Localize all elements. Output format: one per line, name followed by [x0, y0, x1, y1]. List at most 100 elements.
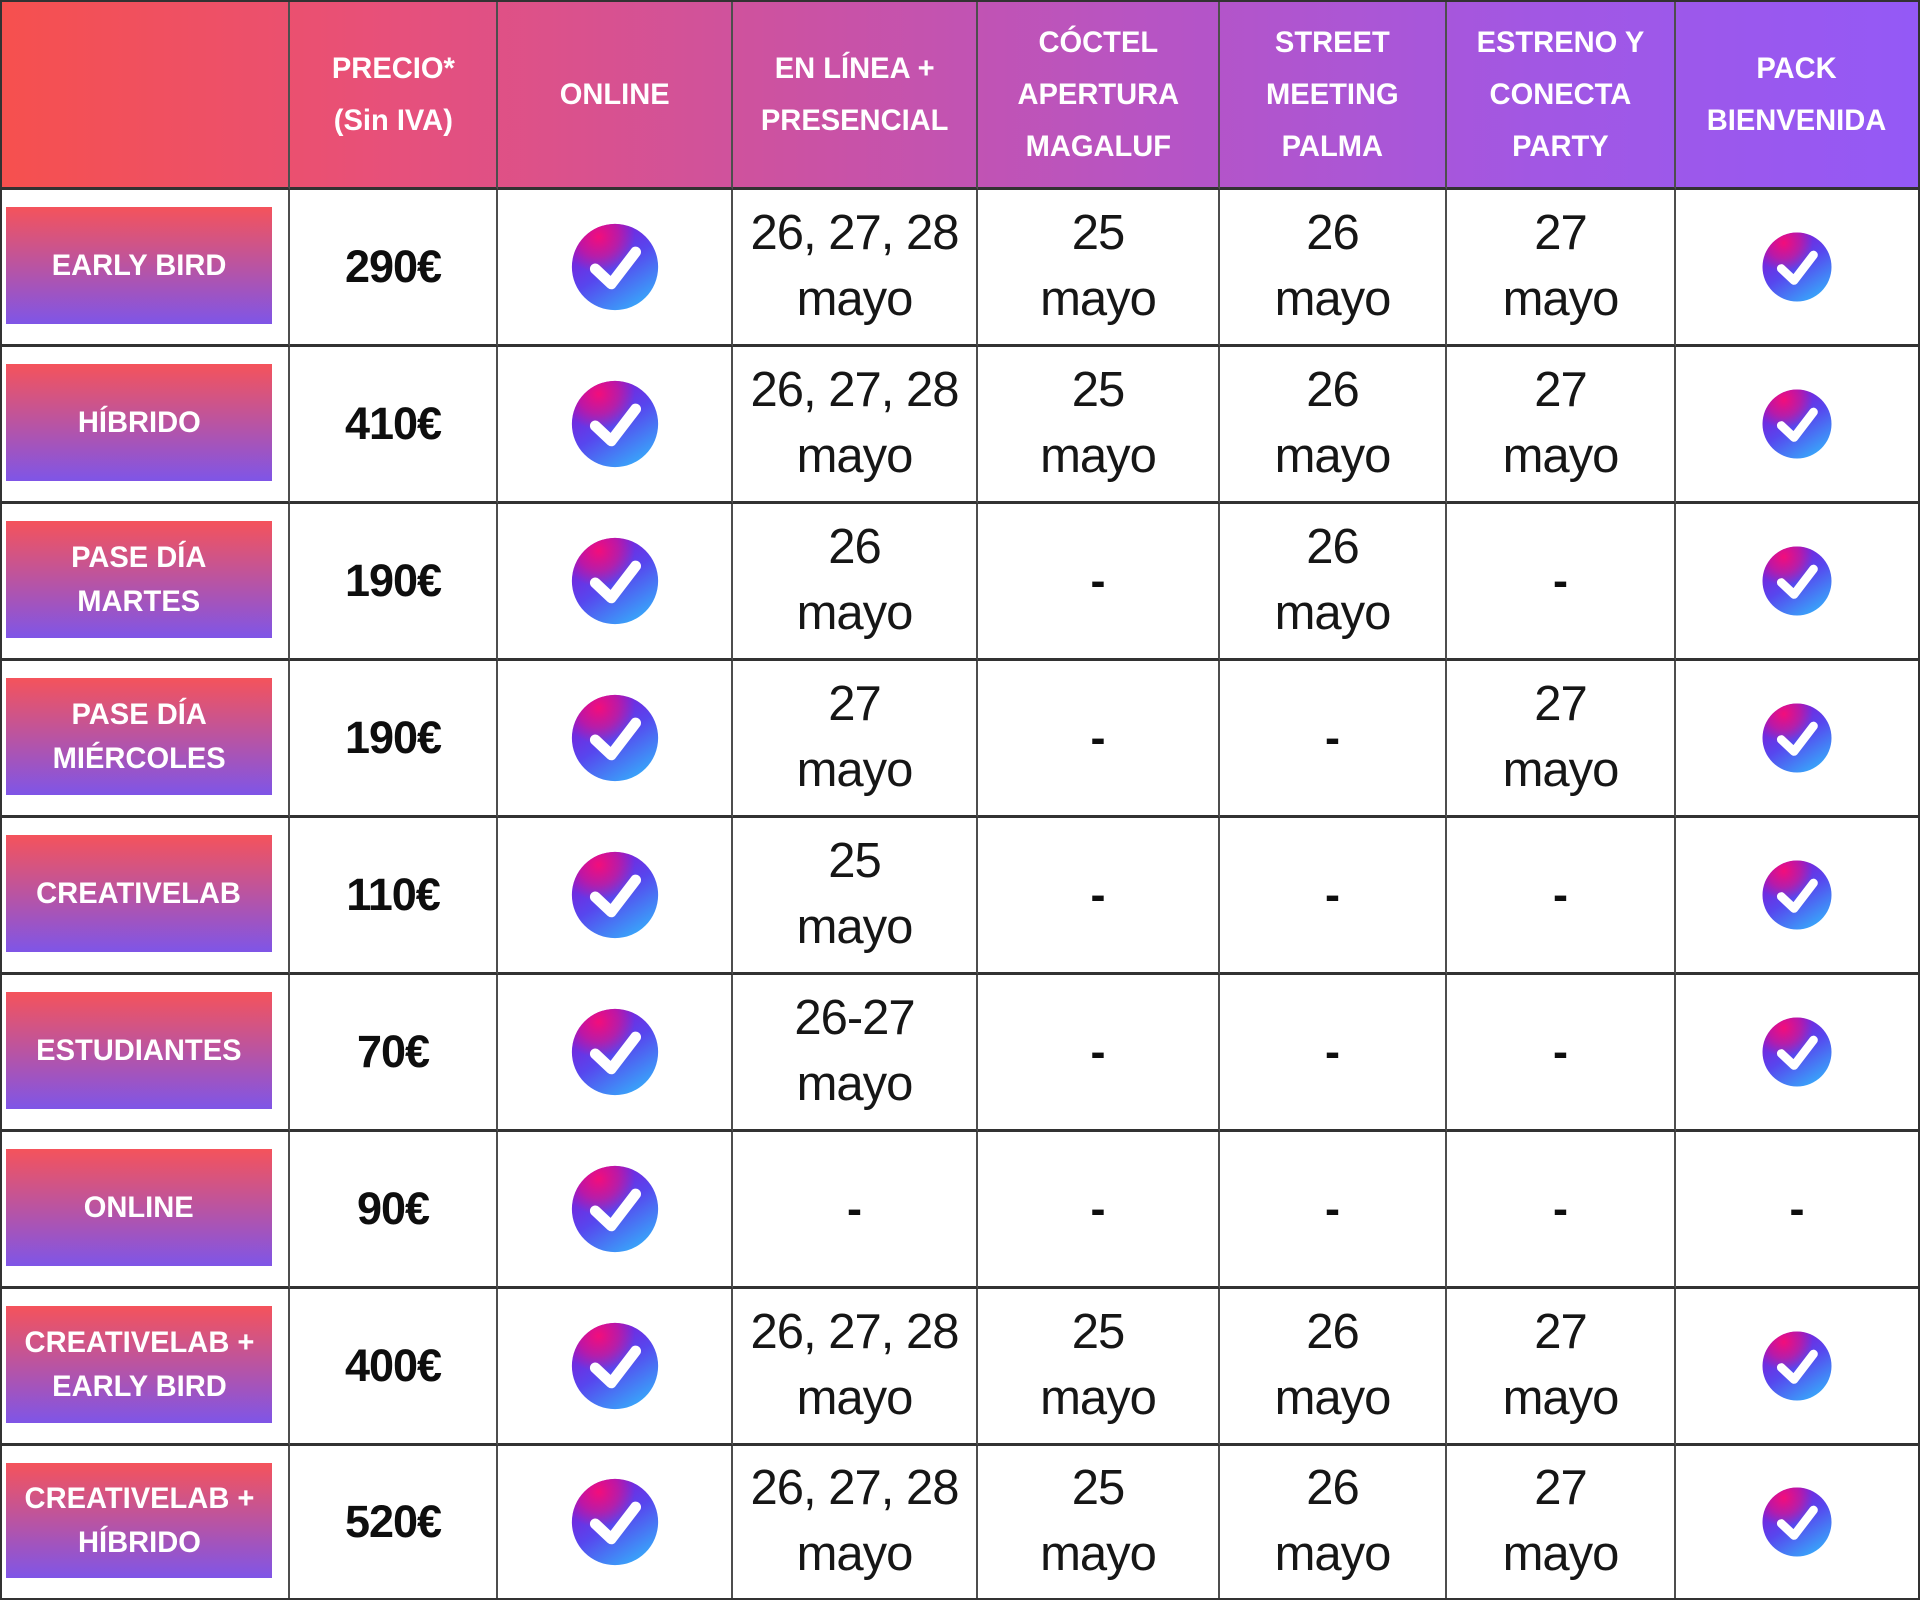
check-icon-highlight: [1762, 860, 1832, 930]
not-included-dash: -: [1090, 1026, 1106, 1077]
check-icon-highlight: [571, 380, 658, 468]
column-header-inperson: EN LÍNEA + PRESENCIAL: [733, 2, 978, 190]
column-header-price: PRECIO* (Sin IVA): [290, 2, 498, 190]
cell-r3-pack: [1676, 504, 1918, 661]
cell-r7-pack: -: [1676, 1132, 1918, 1289]
column-header-plan: [2, 2, 290, 190]
check-icon-highlight: [571, 1478, 658, 1566]
plan-badge: EARLY BIRD: [6, 207, 272, 324]
check-icon-highlight: [571, 537, 658, 625]
price-value: 410€: [344, 398, 442, 449]
not-included-dash: -: [1090, 712, 1106, 763]
column-header-online: ONLINE: [498, 2, 733, 190]
date-value: 27 mayo: [1502, 1461, 1620, 1581]
cell-r3-street: 26 mayo: [1220, 504, 1447, 661]
cell-r9-street: 26 mayo: [1220, 1446, 1447, 1598]
not-included-dash: -: [1553, 555, 1568, 606]
cell-r1-inperson: 26, 27, 28 mayo: [733, 190, 978, 347]
cell-r3-plan: PASE DÍA MARTES: [2, 504, 290, 661]
cell-r6-inperson: 26-27 mayo: [733, 975, 978, 1132]
cell-r7-coctel: -: [978, 1132, 1220, 1289]
cell-r1-street: 26 mayo: [1220, 190, 1447, 347]
date-value: 25 mayo: [1040, 206, 1157, 326]
date-value: 26 mayo: [1274, 1461, 1392, 1581]
cell-r9-coctel: 25 mayo: [978, 1446, 1220, 1598]
check-icon-mark: [1776, 1035, 1818, 1070]
check-icon: [571, 1008, 658, 1096]
plan-badge: CREATIVELAB + EARLY BIRD: [6, 1306, 272, 1423]
not-included-dash: -: [1789, 1183, 1805, 1234]
price-value: 290€: [344, 241, 442, 292]
check-icon-mark: [589, 1501, 641, 1545]
plan-badge: PASE DÍA MARTES: [6, 521, 272, 638]
cell-r4-coctel: -: [978, 661, 1220, 818]
cell-r1-plan: EARLY BIRD: [2, 190, 290, 347]
column-header-pack: PACK BIENVENIDA: [1676, 2, 1918, 190]
date-value: 26, 27, 28 mayo: [750, 1305, 960, 1425]
check-icon: [1762, 546, 1832, 616]
date-value: 26 mayo: [796, 520, 914, 640]
cell-r8-pack: [1676, 1289, 1918, 1446]
plan-badge: ONLINE: [6, 1149, 272, 1266]
cell-r9-pack: [1676, 1446, 1918, 1598]
column-header-street: STREET MEETING PALMA: [1220, 2, 1447, 190]
date-value: 25 mayo: [1040, 1461, 1157, 1581]
date-value: 26, 27, 28 mayo: [750, 363, 960, 483]
cell-r1-coctel: 25 mayo: [978, 190, 1220, 347]
cell-r7-online: [498, 1132, 733, 1289]
check-icon: [1762, 703, 1832, 773]
column-header-label-price: PRECIO* (Sin IVA): [331, 51, 455, 137]
check-icon: [571, 851, 658, 939]
check-icon-mark: [589, 403, 641, 447]
plan-badge-label: PASE DÍA MARTES: [71, 541, 207, 618]
date-value: 26, 27, 28 mayo: [750, 206, 960, 326]
check-icon: [1762, 860, 1832, 930]
plan-badge-label: ONLINE: [84, 1190, 194, 1224]
check-icon: [571, 223, 658, 311]
not-included-dash: -: [847, 1183, 862, 1234]
plan-badge: ESTUDIANTES: [6, 992, 272, 1109]
cell-r4-inperson: 27 mayo: [733, 661, 978, 818]
cell-r4-price: 190€: [290, 661, 498, 818]
cell-r1-estreno: 27 mayo: [1447, 190, 1676, 347]
check-icon-highlight: [571, 1165, 658, 1253]
cell-r8-plan: CREATIVELAB + EARLY BIRD: [2, 1289, 290, 1446]
check-icon-mark: [1776, 250, 1818, 285]
cell-r8-estreno: 27 mayo: [1447, 1289, 1676, 1446]
cell-r4-online: [498, 661, 733, 818]
date-value: 26, 27, 28 mayo: [750, 1461, 960, 1581]
cell-r9-estreno: 27 mayo: [1447, 1446, 1676, 1598]
cell-r4-street: -: [1220, 661, 1447, 818]
cell-r6-street: -: [1220, 975, 1447, 1132]
plan-badge-label: ESTUDIANTES: [36, 1033, 242, 1067]
check-icon-highlight: [1762, 1017, 1832, 1087]
plan-badge-label: CREATIVELAB: [36, 876, 242, 910]
price-value: 70€: [356, 1026, 430, 1077]
cell-r7-plan: ONLINE: [2, 1132, 290, 1289]
cell-r2-plan: HÍBRIDO: [2, 347, 290, 504]
cell-r6-estreno: -: [1447, 975, 1676, 1132]
plan-badge-label: CREATIVELAB + EARLY BIRD: [24, 1326, 254, 1403]
cell-r2-inperson: 26, 27, 28 mayo: [733, 347, 978, 504]
not-included-dash: -: [1090, 1183, 1106, 1234]
column-header-label-pack: PACK BIENVENIDA: [1707, 51, 1887, 137]
column-header-label-street: STREET MEETING PALMA: [1266, 25, 1399, 163]
check-icon-mark: [589, 1345, 641, 1389]
check-icon-highlight: [571, 1322, 658, 1410]
cell-r4-plan: PASE DÍA MIÉRCOLES: [2, 661, 290, 818]
price-value: 190€: [344, 712, 442, 763]
cell-r8-street: 26 mayo: [1220, 1289, 1447, 1446]
column-header-label-estreno: ESTRENO Y CONECTA PARTY: [1476, 25, 1645, 163]
not-included-dash: -: [1553, 1183, 1568, 1234]
cell-r4-pack: [1676, 661, 1918, 818]
check-icon-highlight: [1762, 546, 1832, 616]
price-value: 190€: [344, 555, 442, 606]
plan-badge: CREATIVELAB: [6, 835, 272, 952]
check-icon: [571, 1165, 658, 1253]
column-header-coctel: CÓCTEL APERTURA MAGALUF: [978, 2, 1220, 190]
plan-badge-label: CREATIVELAB + HÍBRIDO: [24, 1482, 254, 1559]
date-value: 26 mayo: [1274, 363, 1392, 483]
cell-r5-price: 110€: [290, 818, 498, 975]
check-icon-mark: [1776, 407, 1818, 442]
